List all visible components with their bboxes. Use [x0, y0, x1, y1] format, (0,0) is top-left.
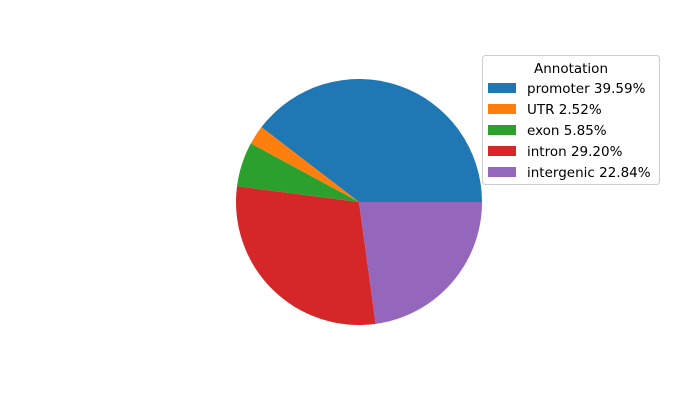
legend-label: intergenic 22.84%	[527, 165, 651, 181]
pie-slice-exon	[237, 143, 359, 202]
legend-label: exon 5.85%	[527, 123, 607, 139]
pie-slices	[236, 79, 482, 326]
legend-title: Annotation	[534, 61, 608, 77]
legend-label: promoter 39.59%	[527, 81, 646, 97]
pie-slice-UTR	[250, 127, 359, 202]
legend: Annotation promoter 39.59% UTR 2.52% exon …	[482, 55, 660, 185]
pie-slice-intergenic	[359, 202, 482, 324]
legend-label: UTR 2.52%	[527, 102, 602, 118]
legend-swatch	[488, 83, 516, 93]
legend-item-intergenic: intergenic 22.84%	[488, 165, 651, 181]
legend-item-UTR: UTR 2.52%	[488, 102, 602, 118]
legend-swatch	[488, 167, 516, 177]
legend-swatch	[488, 104, 516, 114]
legend-swatch	[488, 125, 516, 135]
legend-item-intron: intron 29.20%	[488, 144, 623, 160]
legend-swatch	[488, 146, 516, 156]
legend-frame	[482, 55, 660, 185]
pie-slice-intron	[236, 186, 376, 326]
legend-label: intron 29.20%	[527, 144, 623, 160]
legend-item-exon: exon 5.85%	[488, 123, 607, 139]
pie-slice-promoter	[261, 79, 482, 202]
legend-item-promoter: promoter 39.59%	[488, 81, 646, 97]
